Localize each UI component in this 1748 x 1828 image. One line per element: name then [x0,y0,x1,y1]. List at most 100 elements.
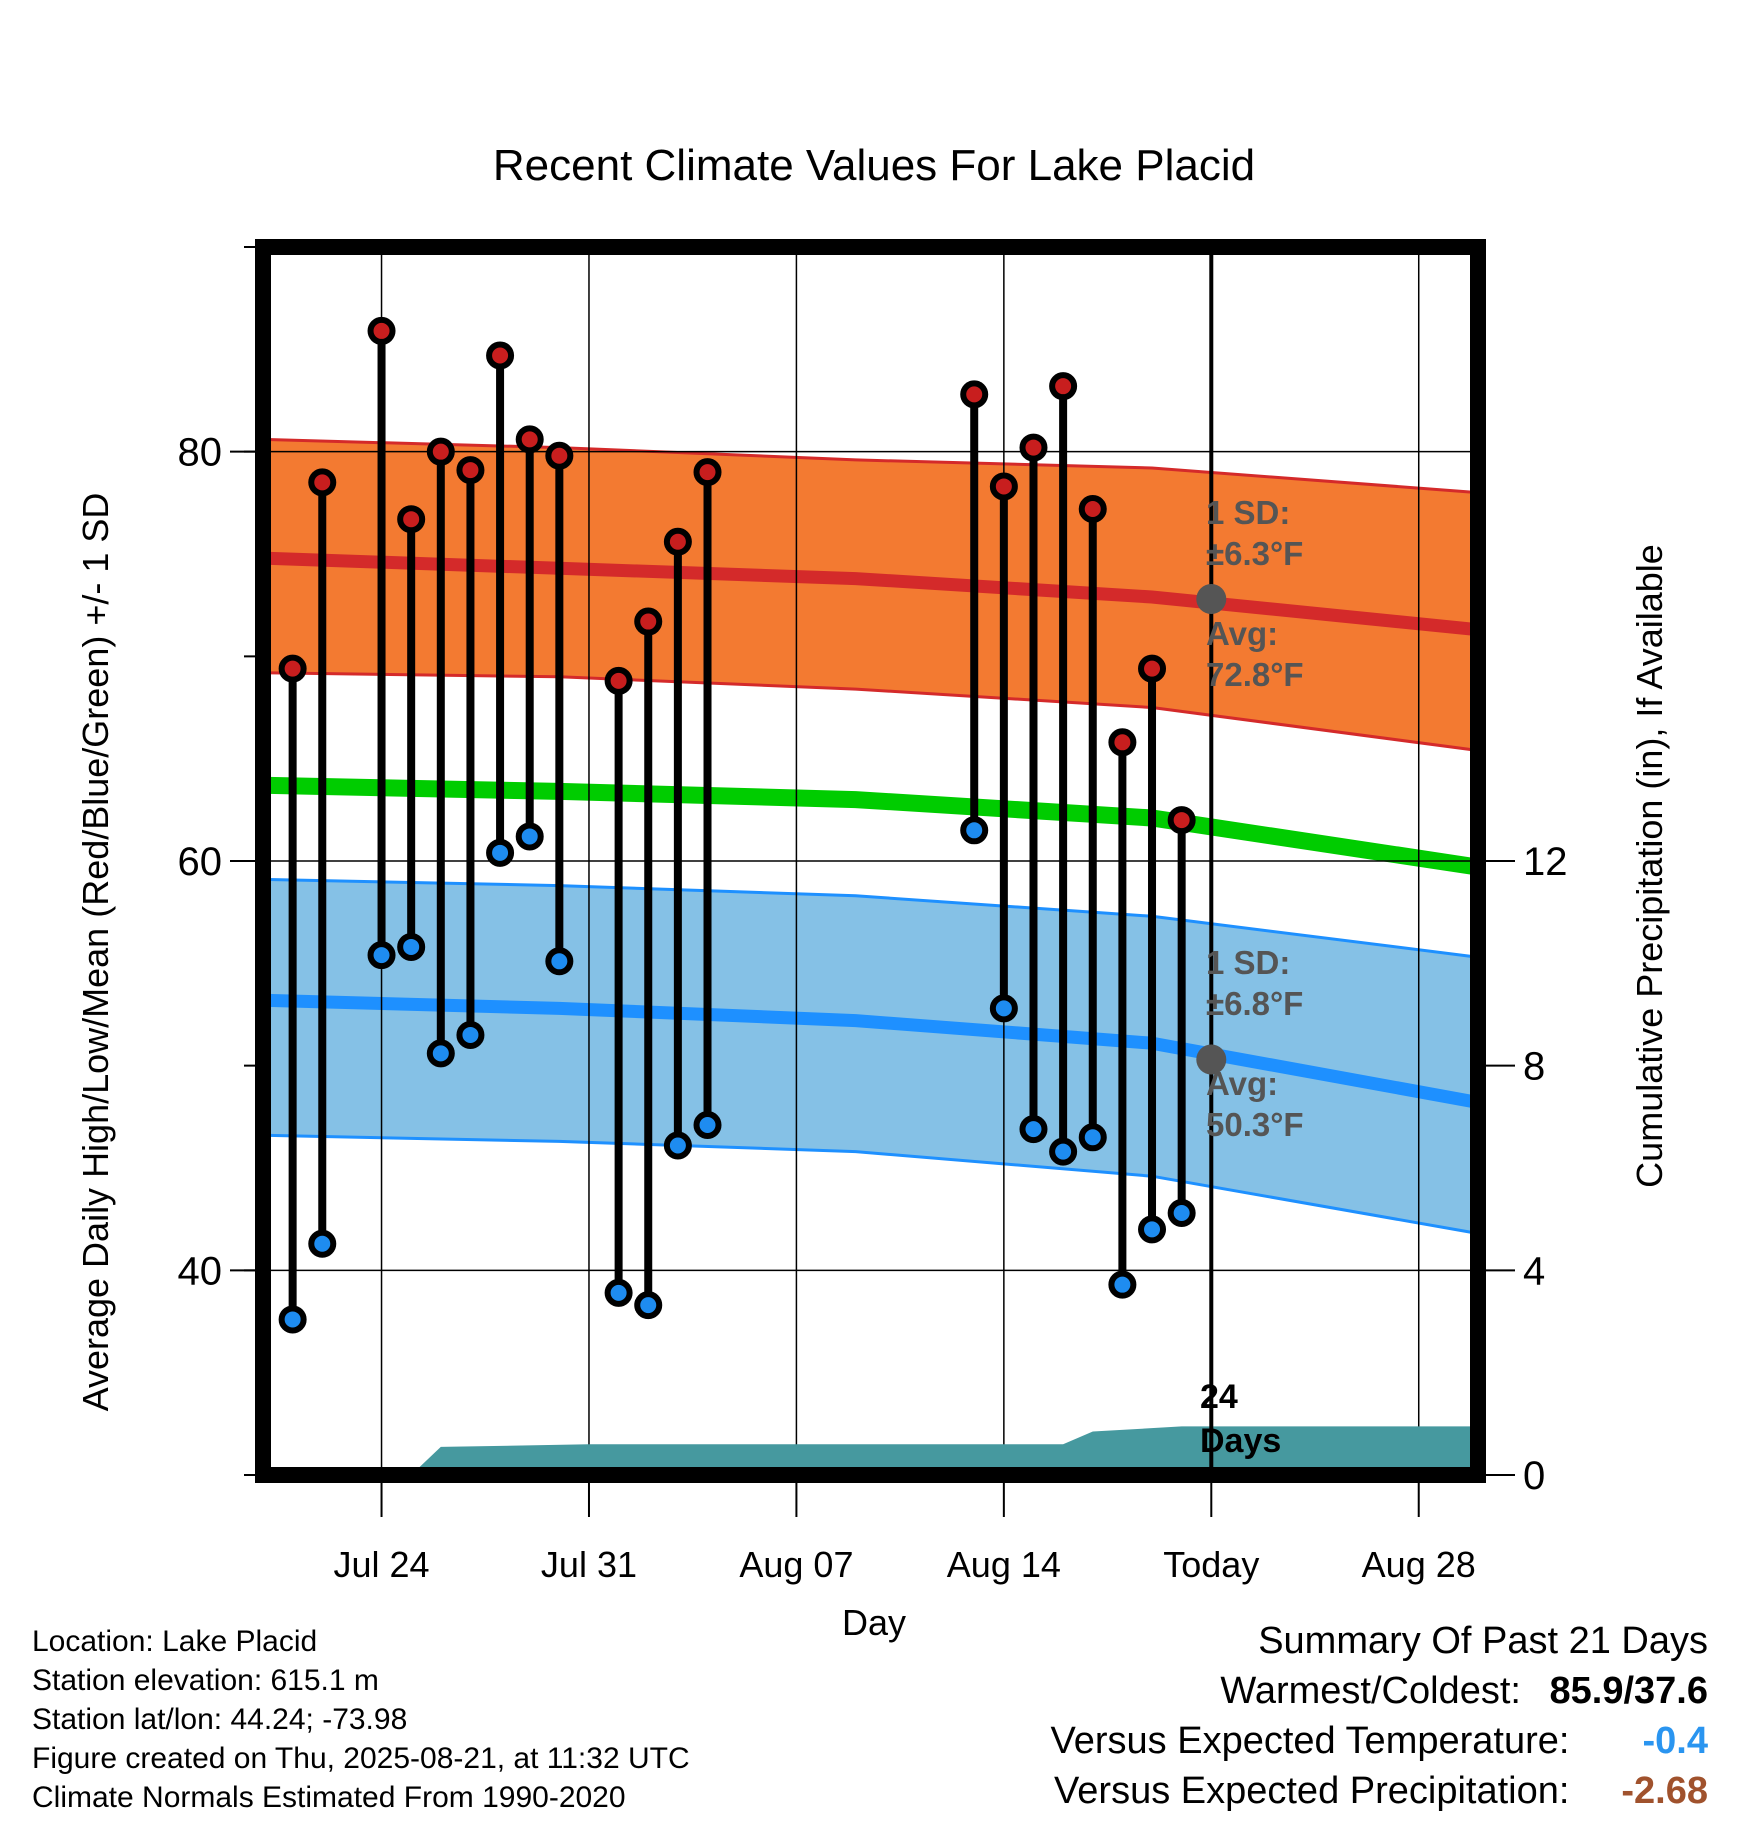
low-point [1108,1270,1137,1299]
low-point [960,816,989,845]
chart-title: Recent Climate Values For Lake Placid [493,141,1255,190]
daily-temperature-bars [278,316,1196,1334]
warm-cold-value: 85.9/37.6 [1549,1670,1708,1712]
precip-anomaly-value: -2.68 [1621,1770,1708,1812]
avg-high-marker [1196,584,1227,615]
high-point [960,380,989,409]
high-sd-value: ±6.3°F [1206,535,1303,572]
summary-title: Summary Of Past 21 Days [1258,1620,1708,1662]
high-point [308,468,337,497]
precipitation-area [263,1426,1478,1475]
y2-tick-label: 4 [1523,1249,1545,1293]
info-location: Location: Lake Placid [32,1625,318,1658]
low-point [278,1305,307,1334]
high-normal-line [262,551,1479,637]
axes: 40 60 80 0 4 8 12 Jul 24 Jul 31 Aug 07 Aug 14 Today… [178,246,1568,1585]
y2-axis-label: Cumulative Precipitation (in), If Availa… [1629,544,1670,1188]
low-sd-value: ±6.8°F [1206,985,1303,1022]
y-tick-label: 60 [178,840,223,884]
info-normals: Climate Normals Estimated From 1990-2020 [32,1781,626,1814]
low-normal-line [262,993,1480,1109]
x-tick-label: Jul 24 [333,1544,429,1585]
precip-anomaly-label: Versus Expected Precipitation: [1054,1770,1570,1812]
days-word: Days [1200,1422,1281,1460]
high-point [515,425,544,454]
y-tick-label: 40 [178,1249,223,1293]
low-point [1078,1123,1107,1152]
low-point [486,838,515,867]
x-tick-label: Aug 28 [1362,1544,1476,1585]
low-point [634,1291,663,1320]
grid-lines [263,247,1478,1475]
mean-normal-line [262,776,1480,876]
high-point [1138,654,1167,683]
info-created: Figure created on Thu, 2025-08-21, at 11… [32,1742,690,1775]
high-point [663,527,692,556]
high-point [456,456,485,485]
high-point [604,666,633,695]
high-point [634,607,663,636]
high-point [1108,728,1137,757]
low-avg-value: 50.3°F [1206,1106,1304,1143]
low-point [693,1111,722,1140]
low-point [456,1020,485,1049]
annotations: 1 SD: ±6.3°F Avg: 72.8°F 1 SD: ±6.8°F Av… [1196,494,1304,1460]
y2-tick-label: 8 [1523,1045,1545,1089]
days-count: 24 [1200,1378,1238,1416]
y2-tick-label: 12 [1523,840,1568,884]
x-tick-label: Today [1163,1544,1259,1585]
summary-panel: Summary Of Past 21 Days Warmest/Coldest:… [1051,1616,1708,1816]
high-point [1019,433,1048,462]
high-point [426,437,455,466]
low-point [426,1039,455,1068]
y2-tick-label: 0 [1523,1454,1545,1498]
high-point [693,458,722,487]
y-axis-label: Average Daily High/Low/Mean (Red/Blue/Gr… [75,493,116,1412]
high-sd-label: 1 SD: [1206,494,1290,531]
low-point [545,947,574,976]
low-point [604,1278,633,1307]
temp-anomaly-value: -0.4 [1642,1720,1708,1762]
high-point [545,441,574,470]
low-point [367,941,396,970]
high-point [1078,494,1107,523]
x-tick-label: Jul 31 [541,1544,637,1585]
high-avg-label: Avg: [1206,615,1278,652]
high-point [1049,372,1078,401]
high-sd-band [263,439,1478,751]
warm-cold-label: Warmest/Coldest: [1220,1670,1521,1712]
precipitation-fill [263,1426,1478,1475]
high-point [989,472,1018,501]
low-lower-line [262,1133,1479,1235]
temp-anomaly-label: Versus Expected Temperature: [1050,1720,1570,1762]
low-point [1167,1199,1196,1228]
summary-precipitation: Versus Expected Precipitation: -2.68 [1051,1766,1708,1816]
high-point [1167,806,1196,835]
low-point [1019,1115,1048,1144]
high-lower-line [262,671,1479,752]
low-point [989,994,1018,1023]
low-point [1138,1215,1167,1244]
low-point [1049,1137,1078,1166]
low-sd-label: 1 SD: [1206,944,1290,981]
low-point [308,1229,337,1258]
high-avg-value: 72.8°F [1206,656,1304,693]
info-latlon: Station lat/lon: 44.24; -73.98 [32,1703,408,1736]
x-tick-label: Aug 14 [947,1544,1061,1585]
low-point [515,822,544,851]
x-tick-label: Aug 07 [739,1544,853,1585]
summary-warm-cold: Warmest/Coldest: 85.9/37.6 [1051,1666,1708,1716]
info-elevation: Station elevation: 615.1 m [32,1664,379,1697]
x-axis-label: Day [842,1602,906,1643]
y-tick-label: 80 [178,431,223,475]
low-upper-line [262,877,1479,959]
high-point [397,505,426,534]
low-point [397,932,426,961]
low-point [663,1131,692,1160]
low-avg-label: Avg: [1206,1065,1278,1102]
avg-low-marker [1196,1044,1227,1075]
summary-temperature: Versus Expected Temperature: -0.4 [1051,1716,1708,1766]
high-point [367,316,396,345]
high-point [486,341,515,370]
